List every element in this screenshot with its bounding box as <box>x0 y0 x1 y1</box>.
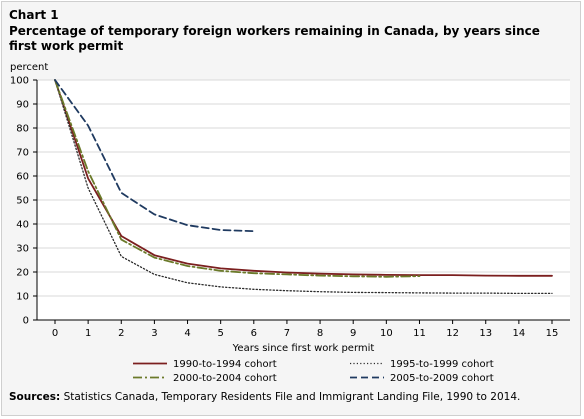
y-tick-label: 10 <box>16 292 29 303</box>
sources-text: Statistics Canada, Temporary Residents F… <box>63 391 521 403</box>
legend-label: 2000-to-2004 cohort <box>173 373 277 384</box>
x-axis-title: Years since first work permit <box>232 343 375 354</box>
series-line-4 <box>54 79 255 233</box>
sources-label: Sources: <box>9 391 61 403</box>
y-tick-label: 0 <box>23 316 29 327</box>
sources-note: Sources: Statistics Canada, Temporary Re… <box>9 391 520 403</box>
x-tick-label: 11 <box>413 328 426 339</box>
x-tick-label: 6 <box>251 328 257 339</box>
chart-number: Chart 1 <box>9 8 59 22</box>
x-tick-label: 1 <box>85 328 91 339</box>
x-tick-label: 8 <box>317 328 323 339</box>
legend-label: 2005-to-2009 cohort <box>390 373 494 384</box>
series-line-2 <box>54 79 553 295</box>
x-tick-label: 7 <box>284 328 290 339</box>
x-tick-label: 9 <box>350 328 356 339</box>
y-tick-label: 20 <box>16 268 29 279</box>
x-tick-label: 10 <box>380 328 393 339</box>
series-line-3 <box>54 79 421 278</box>
chart-title: Percentage of temporary foreign workers … <box>9 24 540 53</box>
y-tick-label: 80 <box>16 124 29 135</box>
y-tick-label: 40 <box>16 220 29 231</box>
x-tick-label: 3 <box>151 328 157 339</box>
y-tick-label: 30 <box>16 244 29 255</box>
y-axis-title: percent <box>10 62 48 73</box>
y-tick-label: 90 <box>16 100 29 111</box>
y-tick-label: 60 <box>16 172 29 183</box>
x-tick-label: 0 <box>52 328 58 339</box>
x-tick-label: 5 <box>217 328 223 339</box>
x-tick-label: 14 <box>512 328 525 339</box>
x-tick-label: 15 <box>546 328 559 339</box>
x-tick-label: 13 <box>479 328 492 339</box>
legend: 1990-to-1994 cohort 1995-to-1999 cohort 20… <box>133 359 494 384</box>
y-tick-label: 50 <box>16 196 29 207</box>
y-tick-label: 70 <box>16 148 29 159</box>
y-tick-label: 100 <box>10 76 29 87</box>
legend-label: 1995-to-1999 cohort <box>390 359 494 370</box>
x-tick-label: 2 <box>118 328 124 339</box>
series-layer <box>54 79 553 295</box>
grid-layer <box>37 79 570 320</box>
series-line-1 <box>54 79 553 277</box>
legend-label: 1990-to-1994 cohort <box>173 359 277 370</box>
x-tick-label: 12 <box>446 328 459 339</box>
x-tick-label: 4 <box>184 328 190 339</box>
